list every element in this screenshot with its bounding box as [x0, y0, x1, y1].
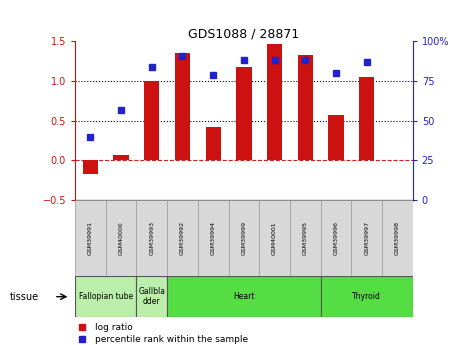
- Bar: [321, 200, 351, 276]
- Bar: [267, 44, 282, 160]
- Text: GSM39994: GSM39994: [211, 221, 216, 255]
- Title: GDS1088 / 28871: GDS1088 / 28871: [188, 27, 300, 40]
- Text: GSM40000: GSM40000: [119, 221, 124, 255]
- Bar: [205, 127, 221, 160]
- Bar: [321, 276, 413, 317]
- Text: GSM39993: GSM39993: [149, 221, 154, 255]
- Text: Heart: Heart: [233, 292, 255, 301]
- Text: GSM39998: GSM39998: [395, 221, 400, 255]
- Text: GSM39992: GSM39992: [180, 221, 185, 255]
- Bar: [113, 155, 129, 160]
- Bar: [83, 160, 98, 174]
- Text: GSM39997: GSM39997: [364, 221, 369, 255]
- Text: Gallbla
dder: Gallbla dder: [138, 287, 165, 306]
- Bar: [75, 276, 136, 317]
- Text: log ratio: log ratio: [95, 323, 133, 332]
- Bar: [175, 53, 190, 160]
- Bar: [290, 200, 321, 276]
- Bar: [328, 115, 344, 160]
- Bar: [228, 200, 259, 276]
- Text: GSM39996: GSM39996: [333, 221, 339, 255]
- Bar: [359, 77, 374, 160]
- Bar: [136, 200, 167, 276]
- Text: GSM39991: GSM39991: [88, 221, 93, 255]
- Bar: [259, 200, 290, 276]
- Text: tissue: tissue: [9, 292, 38, 302]
- Text: Fallopian tube: Fallopian tube: [79, 292, 133, 301]
- Bar: [144, 81, 159, 160]
- Text: GSM39995: GSM39995: [303, 221, 308, 255]
- Text: GSM40001: GSM40001: [272, 221, 277, 255]
- Bar: [75, 200, 106, 276]
- Bar: [198, 200, 228, 276]
- Bar: [136, 276, 167, 317]
- Bar: [236, 67, 251, 160]
- Bar: [167, 200, 198, 276]
- Text: GSM39999: GSM39999: [242, 221, 246, 255]
- Text: Thyroid: Thyroid: [352, 292, 381, 301]
- Bar: [298, 55, 313, 160]
- Bar: [106, 200, 136, 276]
- Bar: [167, 276, 321, 317]
- Text: percentile rank within the sample: percentile rank within the sample: [95, 335, 249, 344]
- Bar: [382, 200, 413, 276]
- Bar: [351, 200, 382, 276]
